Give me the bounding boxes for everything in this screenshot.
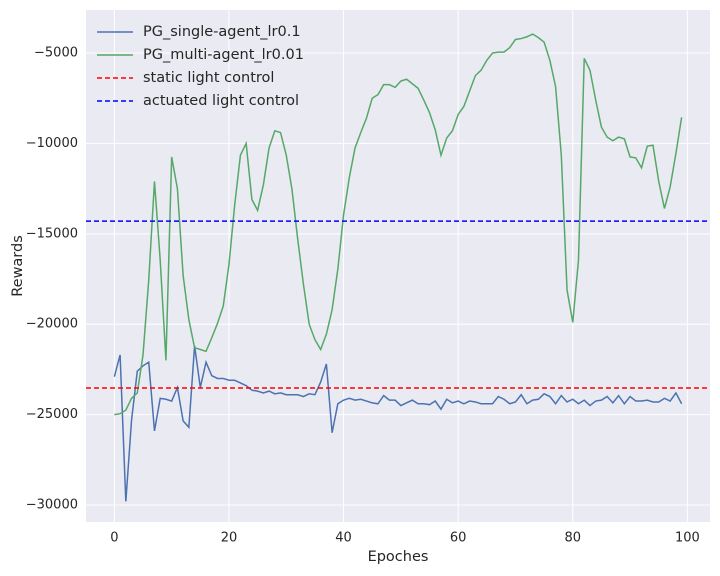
x-tick-label: 20: [221, 531, 238, 546]
legend-label: static light control: [143, 70, 274, 86]
y-tick-label: −20000: [26, 317, 78, 332]
y-tick-label: −10000: [26, 136, 78, 151]
y-tick-label: −25000: [26, 407, 78, 422]
y-axis-label: Rewards: [10, 235, 26, 297]
x-tick-label: 40: [335, 531, 352, 546]
x-tick-label: 100: [675, 531, 700, 546]
x-tick-label: 0: [110, 531, 118, 546]
legend-label: PG_single-agent_lr0.1: [143, 24, 301, 40]
legend-label: PG_multi-agent_lr0.01: [143, 47, 304, 63]
y-tick-label: −30000: [26, 498, 78, 513]
x-tick-label: 80: [564, 531, 581, 546]
x-axis-label: Epoches: [368, 549, 429, 565]
series-line: [113, 345, 683, 502]
plot-background: [86, 10, 710, 522]
series-line: [114, 33, 683, 416]
x-tick-label: 60: [450, 531, 467, 546]
legend-label: actuated light control: [143, 93, 299, 109]
y-tick-label: −5000: [34, 46, 78, 61]
y-tick-label: −15000: [26, 226, 78, 241]
